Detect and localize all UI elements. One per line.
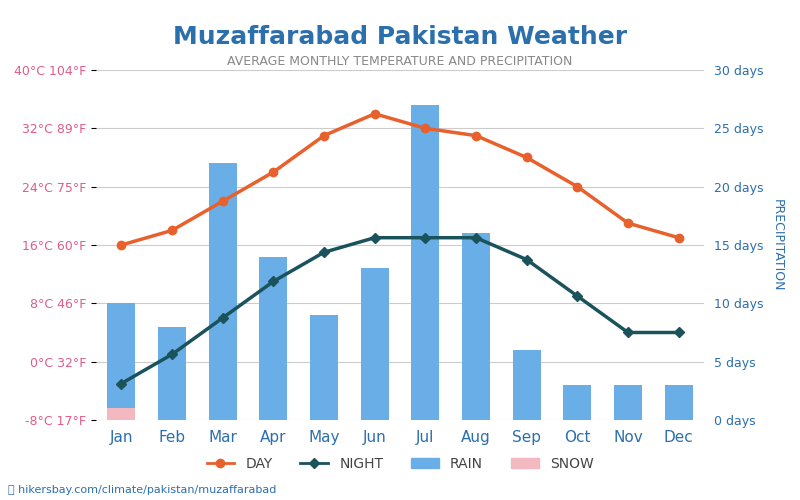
Bar <box>462 234 490 420</box>
Bar <box>563 385 591 420</box>
Bar <box>411 105 439 420</box>
Bar <box>158 326 186 420</box>
Legend: DAY, NIGHT, RAIN, SNOW: DAY, NIGHT, RAIN, SNOW <box>201 451 599 476</box>
Bar <box>310 315 338 420</box>
Bar <box>361 268 389 420</box>
Bar <box>107 304 135 420</box>
Bar <box>259 256 287 420</box>
Bar <box>614 385 642 420</box>
Text: ⌕ hikersbay.com/climate/pakistan/muzaffarabad: ⌕ hikersbay.com/climate/pakistan/muzaffa… <box>8 485 276 495</box>
Text: Muzaffarabad Pakistan Weather: Muzaffarabad Pakistan Weather <box>173 25 627 49</box>
Y-axis label: TEMPERATURE: TEMPERATURE <box>0 200 3 290</box>
Y-axis label: PRECIPITATION: PRECIPITATION <box>771 198 784 291</box>
Bar <box>665 385 693 420</box>
Text: AVERAGE MONTHLY TEMPERATURE AND PRECIPITATION: AVERAGE MONTHLY TEMPERATURE AND PRECIPIT… <box>227 55 573 68</box>
Bar <box>513 350 541 420</box>
Bar <box>107 408 135 420</box>
Bar <box>209 164 237 420</box>
